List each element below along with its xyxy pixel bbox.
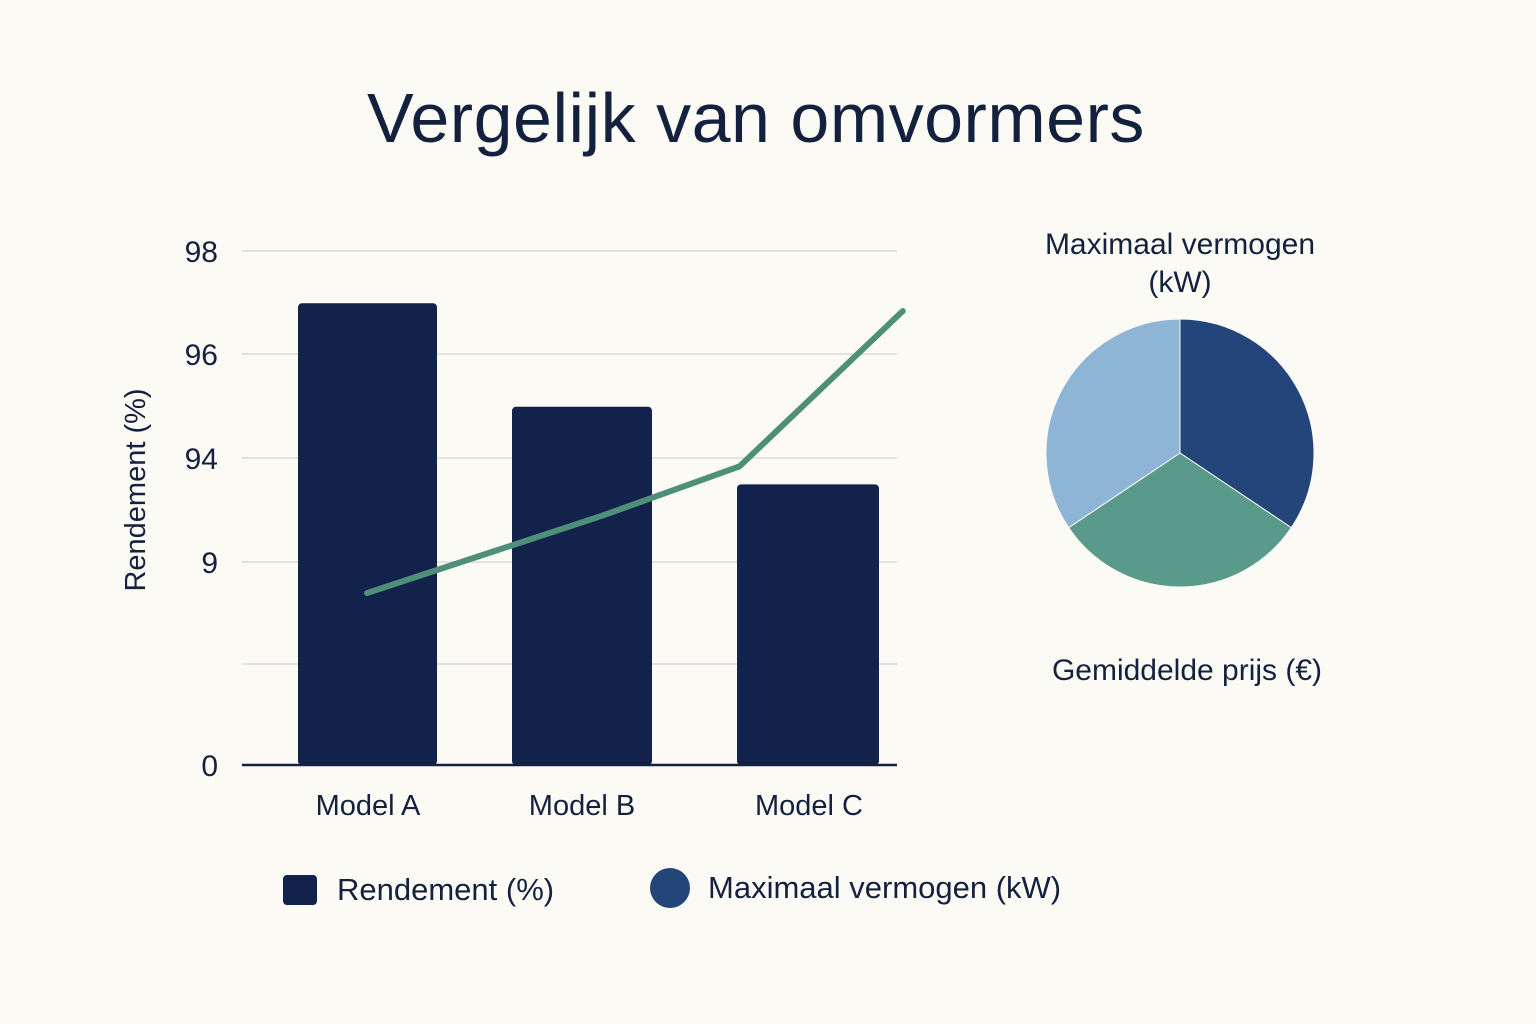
y-tick-label: 9 bbox=[201, 547, 218, 580]
y-tick-label: 96 bbox=[185, 339, 218, 372]
y-axis-label: Rendement (%) bbox=[120, 388, 152, 591]
pie-title-line-2: (kW) bbox=[1148, 266, 1211, 299]
pie-slice-1 bbox=[1179, 318, 1315, 529]
legend-square-marker bbox=[283, 875, 317, 905]
pie-caption: Gemiddelde prijs (€) bbox=[1052, 654, 1322, 687]
legend-item-vermogen: Maximaal vermogen (kW) bbox=[650, 868, 1061, 908]
pie-slice-3 bbox=[1045, 318, 1181, 529]
chart-title: Vergelijk van omvormers bbox=[367, 79, 1145, 157]
pie-title-line-1: Maximaal vermogen bbox=[1045, 228, 1315, 261]
series-line-maximaal-vermogen bbox=[364, 308, 906, 597]
bar-model-a bbox=[298, 303, 437, 765]
x-tick-label: Model A bbox=[316, 790, 421, 822]
bar-model-c bbox=[737, 484, 879, 765]
y-tick-label: 98 bbox=[185, 236, 218, 269]
pie-slice-2 bbox=[1068, 452, 1292, 588]
y-tick-label: 0 bbox=[201, 750, 218, 783]
x-tick-label: Model C bbox=[755, 790, 863, 822]
x-tick-label: Model B bbox=[529, 790, 635, 822]
legend-circle-marker bbox=[650, 868, 690, 908]
legend-item-rendement: Rendement (%) bbox=[283, 872, 554, 908]
y-tick-label: 94 bbox=[185, 443, 218, 476]
legend-label: Rendement (%) bbox=[337, 872, 555, 907]
legend-label: Maximaal vermogen (kW) bbox=[708, 870, 1062, 905]
bar-model-b bbox=[512, 406, 652, 765]
